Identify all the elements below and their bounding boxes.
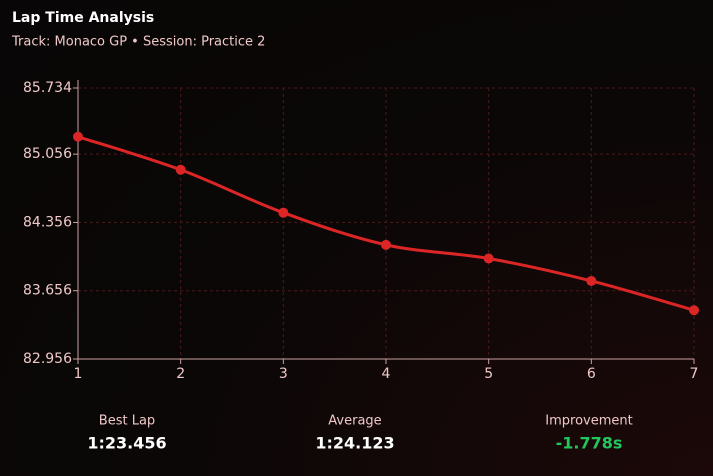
y-tick-label: 85.056 (23, 146, 72, 162)
y-tick-label: 85.734 (23, 80, 72, 96)
stat-label: Average (328, 414, 381, 429)
point (73, 131, 83, 142)
x-tick-label: 5 (484, 366, 493, 382)
chart-title: Lap Time Analysis (12, 10, 154, 26)
point (175, 164, 186, 175)
point (381, 239, 391, 250)
y-tick-label: 84.356 (23, 214, 72, 230)
x-tick-label: 6 (587, 366, 596, 382)
stat-label: Best Lap (99, 414, 155, 429)
y-tick-label: 82.956 (23, 351, 72, 367)
x-tick-label: 1 (74, 366, 83, 382)
x-tick-label: 3 (279, 366, 288, 382)
x-tick-label: 7 (690, 366, 699, 382)
chart-subtitle: Track: Monaco GP • Session: Practice 2 (11, 35, 265, 50)
stat-label: Improvement (545, 414, 632, 429)
stat-value: -1.778s (556, 434, 623, 453)
x-tick-label: 4 (382, 366, 391, 382)
point (689, 305, 699, 316)
stat-value: 1:24.123 (315, 434, 394, 453)
y-tick-label: 83.656 (23, 283, 72, 299)
stat-value: 1:23.456 (87, 434, 166, 453)
x-tick-label: 2 (176, 366, 185, 382)
point (586, 275, 597, 286)
point (483, 253, 494, 264)
point (278, 207, 289, 218)
